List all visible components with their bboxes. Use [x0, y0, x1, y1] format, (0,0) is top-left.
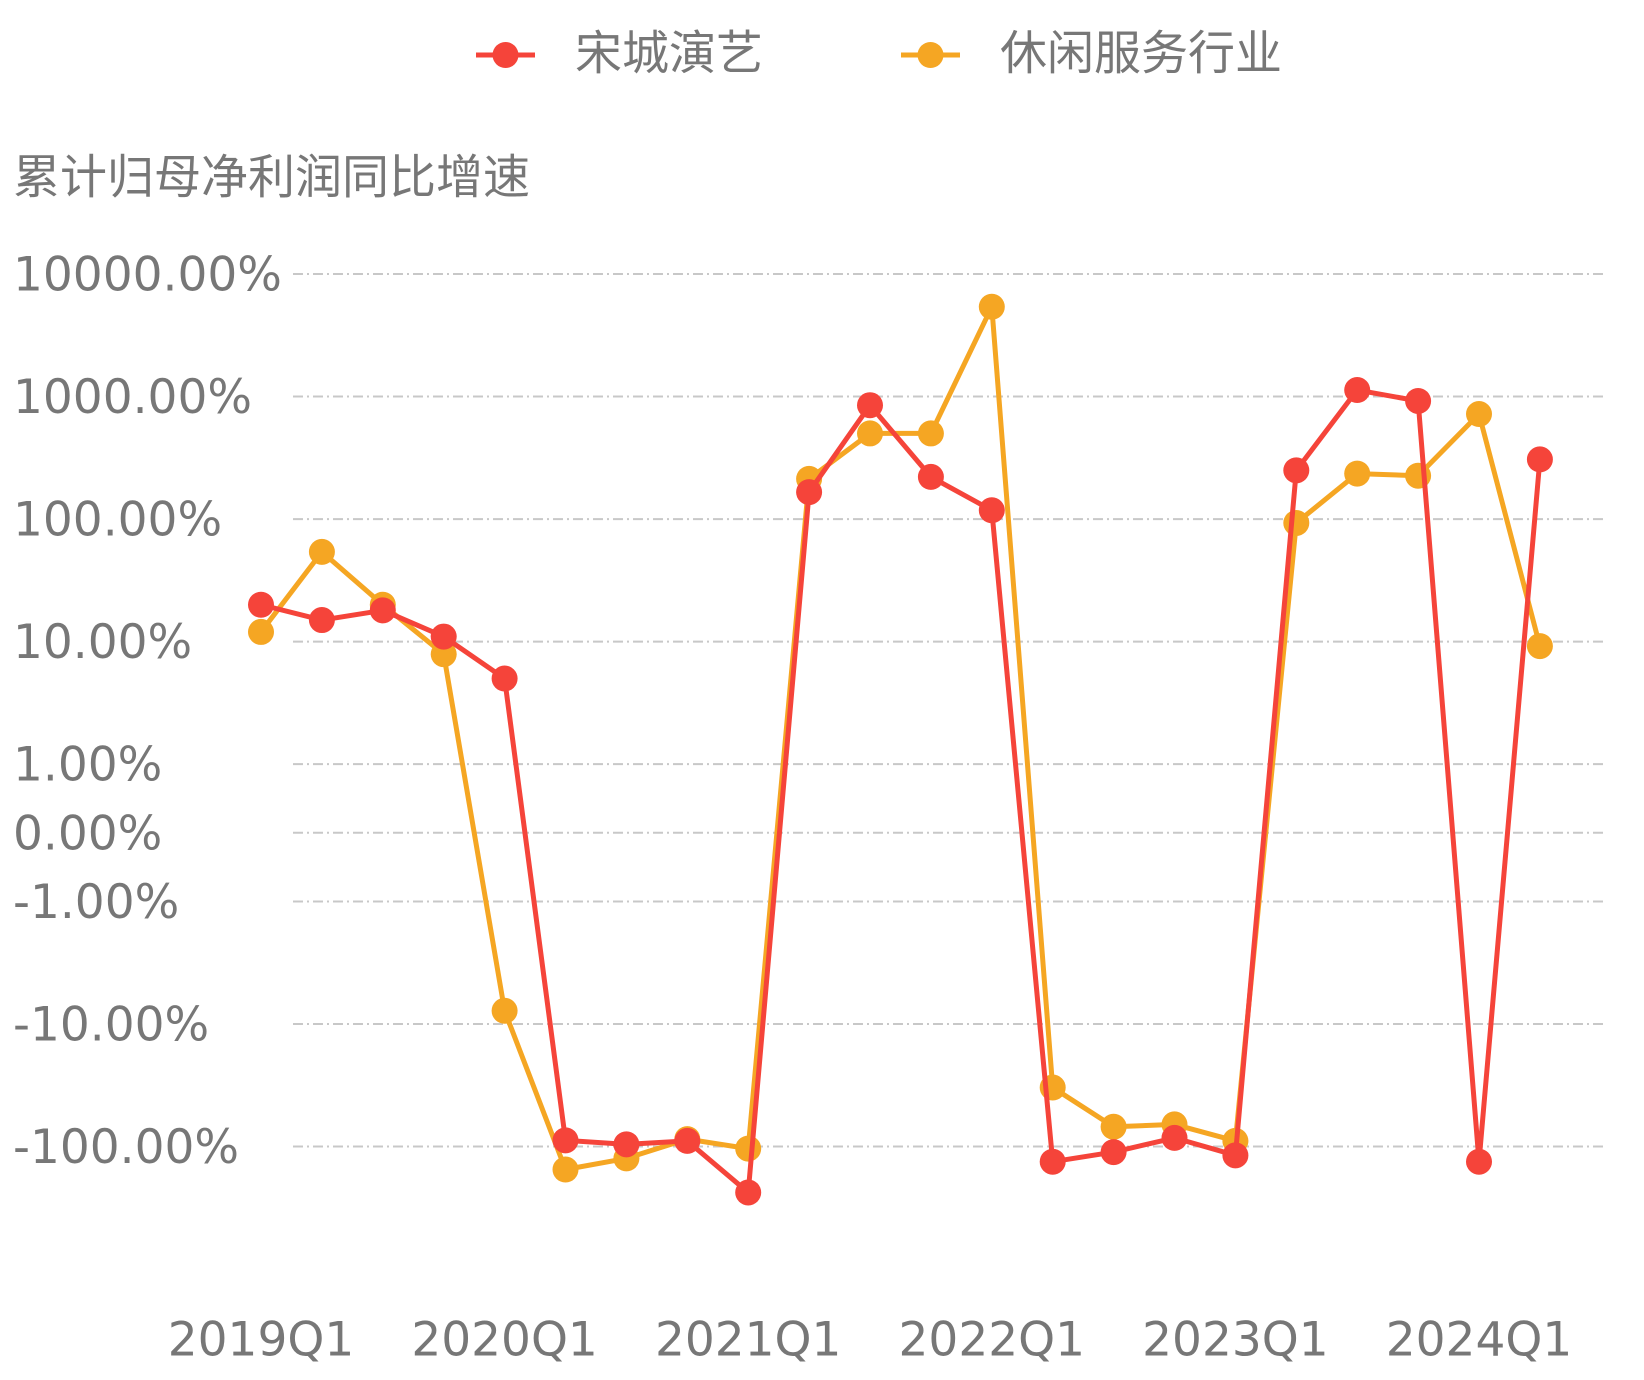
- data-point: [1283, 509, 1310, 536]
- data-point: [1222, 1142, 1249, 1169]
- y-tick-label: -100.00%: [13, 1120, 239, 1175]
- series-line: [260, 387, 1543, 1195]
- series-line: [259, 304, 1543, 1173]
- y-tick-label: 1.00%: [13, 738, 162, 793]
- y-tick-label: 0.00%: [13, 806, 162, 861]
- data-point: [857, 392, 883, 419]
- y-tick-label: -10.00%: [13, 997, 209, 1052]
- x-tick-label: 2021Q1: [655, 1313, 842, 1368]
- x-tick-label: 2020Q1: [411, 1313, 598, 1368]
- data-point: [1405, 387, 1432, 414]
- x-tick-label: 2022Q1: [899, 1313, 1086, 1368]
- data-point: [674, 1127, 701, 1154]
- data-point: [308, 538, 335, 565]
- data-point: [1526, 633, 1553, 660]
- y-tick-label: 10.00%: [13, 615, 192, 670]
- data-point: [1526, 446, 1553, 473]
- data-point: [369, 597, 396, 624]
- data-point: [1344, 377, 1371, 404]
- data-point: [552, 1127, 579, 1154]
- data-point: [735, 1135, 762, 1162]
- y-tick-label: 100.00%: [13, 493, 222, 548]
- data-point: [1100, 1139, 1127, 1166]
- y-tick-label: 10000.00%: [13, 248, 282, 303]
- data-point: [978, 497, 1005, 524]
- data-point: [248, 591, 274, 618]
- data-point: [1344, 460, 1371, 487]
- x-tick-label: 2023Q1: [1142, 1313, 1329, 1368]
- legend-label: 休闲服务行业: [1000, 27, 1282, 82]
- legend-marker: [917, 42, 944, 68]
- data-point: [430, 623, 457, 650]
- data-point: [308, 607, 335, 634]
- legend-marker: [492, 42, 519, 68]
- data-point: [1466, 1148, 1492, 1175]
- data-point: [1161, 1124, 1188, 1151]
- data-point: [735, 1179, 762, 1206]
- data-point: [1283, 457, 1310, 484]
- data-point: [917, 463, 944, 490]
- x-tick-label: 2019Q1: [168, 1313, 355, 1368]
- x-tick-label: 2024Q1: [1386, 1313, 1573, 1368]
- legend-label: 宋城演艺: [575, 27, 763, 82]
- data-point: [917, 420, 944, 447]
- data-point: [491, 997, 518, 1024]
- data-point: [1100, 1113, 1127, 1140]
- data-point: [796, 479, 823, 506]
- y-tick-label: -1.00%: [13, 875, 179, 930]
- data-point: [1039, 1148, 1066, 1175]
- data-point: [491, 665, 518, 692]
- data-point: [613, 1131, 640, 1158]
- data-point: [978, 293, 1005, 320]
- y-axis-label: 累计归母净利润同比增速: [13, 151, 530, 206]
- data-point: [248, 618, 274, 645]
- data-point: [552, 1156, 579, 1183]
- data-point: [1466, 401, 1492, 428]
- data-point: [857, 420, 883, 447]
- y-tick-label: 1000.00%: [13, 370, 252, 425]
